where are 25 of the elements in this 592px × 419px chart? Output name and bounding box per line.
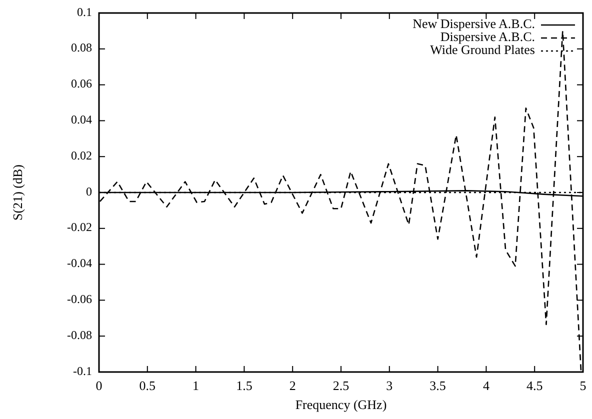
x-tick-label: 3.5 xyxy=(430,378,446,393)
x-tick-label: 4.5 xyxy=(526,378,543,393)
y-tick-label: -0.06 xyxy=(67,292,92,306)
x-tick-label: 3 xyxy=(386,378,393,393)
x-tick-label: 1 xyxy=(192,378,200,393)
y-tick-label: -0.1 xyxy=(73,364,92,378)
x-tick-label: 2.5 xyxy=(332,378,350,393)
y-tick-label: 0.08 xyxy=(71,40,92,55)
y-tick-label: -0.08 xyxy=(67,328,92,342)
x-tick-label: 1.5 xyxy=(236,378,252,393)
y-tick-label: -0.02 xyxy=(67,220,92,234)
y-tick-label: 0.06 xyxy=(71,76,92,91)
x-tick-label: 0 xyxy=(96,378,102,393)
y-tick-label: -0.04 xyxy=(67,256,92,270)
x-tick-label: 4 xyxy=(482,378,490,393)
y-tick-label: 0.02 xyxy=(71,148,92,162)
y-tick-label: 0 xyxy=(86,184,92,198)
x-tick-label: 5 xyxy=(580,378,586,393)
x-tick-label: 2 xyxy=(289,378,296,393)
y-tick-label: 0.04 xyxy=(71,112,92,126)
legend-label: New Dispersive A.B.C. xyxy=(412,16,535,31)
y-axis-title: S(21) (dB) xyxy=(10,164,25,220)
y-tick-label: 0.1 xyxy=(77,4,92,19)
x-tick-label: 0.5 xyxy=(139,378,156,393)
x-axis-title: Frequency (GHz) xyxy=(295,397,387,412)
